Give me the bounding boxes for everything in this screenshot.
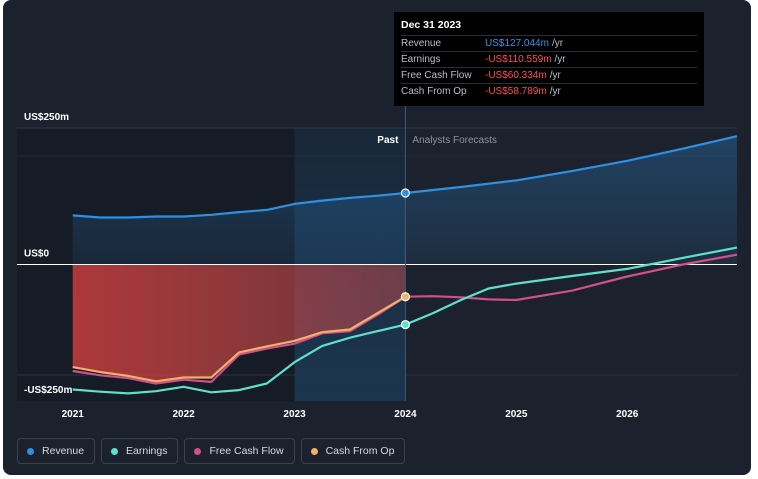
tooltip-row-revenue: Revenue US$127.044m/yr: [401, 35, 697, 52]
tooltip-row-earnings: Earnings -US$110.559m/yr: [401, 51, 697, 68]
circle-dot-icon: [310, 447, 318, 455]
past-label: Past: [377, 135, 399, 146]
tooltip-value: US$127.044m: [485, 38, 549, 49]
data-tooltip: Dec 31 2023 Revenue US$127.044m/yr Earni…: [394, 12, 704, 106]
legend-label: Revenue: [42, 445, 85, 457]
tooltip-unit: /yr: [549, 86, 561, 97]
tooltip-row-free-cash-flow: Free Cash Flow -US$60.334m/yr: [401, 67, 697, 84]
cash-from-op-marker: [400, 292, 411, 302]
tooltip-value: -US$60.334m: [485, 70, 547, 81]
forecast-label: Analysts Forecasts: [412, 135, 496, 146]
tooltip-unit: /yr: [551, 38, 564, 49]
earnings-marker: [400, 319, 411, 330]
earnings-line: [72, 246, 738, 395]
y-tick-label: US$250m: [24, 112, 69, 123]
free-cash-flow-line: [72, 253, 738, 385]
tooltip-value: -US$58.789m: [485, 86, 547, 97]
y-tick-label: US$0: [24, 249, 49, 260]
tooltip-row-cash-from-op: Cash From Op -US$58.789m/yr: [401, 83, 697, 100]
legend-label: Free Cash Flow: [209, 445, 284, 457]
legend-item-free-cash-flow[interactable]: Free Cash Flow: [184, 438, 295, 464]
x-tick-label: 2025: [505, 409, 528, 420]
x-tick-label: 2023: [283, 409, 306, 420]
tooltip-date: Dec 31 2023: [401, 19, 462, 31]
tooltip-label: Free Cash Flow: [401, 70, 472, 81]
circle-dot-icon: [111, 447, 119, 455]
legend-item-earnings[interactable]: Earnings: [101, 438, 179, 464]
circle-dot-icon: [27, 447, 34, 455]
revenue-area: [72, 136, 737, 265]
y-tick-label: -US$250m: [24, 385, 72, 396]
cash-from-op-line: [72, 295, 406, 383]
legend-item-cash-from-op[interactable]: Cash From Op: [300, 438, 406, 464]
revenue-marker: [400, 188, 411, 198]
revenue-line: [72, 135, 738, 219]
tooltip-unit: /yr: [554, 54, 566, 65]
tooltip-label: Cash From Op: [401, 86, 467, 97]
legend-label: Earnings: [126, 445, 168, 457]
tooltip-label: Earnings: [401, 54, 441, 65]
x-tick-label: 2021: [62, 409, 85, 420]
tooltip-label: Revenue: [401, 38, 442, 49]
tooltip-unit: /yr: [549, 70, 561, 81]
circle-dot-icon: [194, 447, 202, 455]
negative-area: [72, 264, 406, 382]
x-tick-label: 2026: [616, 409, 639, 420]
legend-label: Cash From Op: [325, 445, 395, 457]
legend-item-revenue[interactable]: Revenue: [17, 438, 96, 464]
chart-legend: Revenue Earnings Free Cash Flow Cash Fro…: [17, 438, 406, 464]
chart-card: US$250m US$0 -US$250m 2021 2022 2023 2024 2025 2…: [3, 0, 751, 475]
tooltip-value: -US$110.559m: [485, 54, 552, 65]
x-tick-label: 2022: [172, 409, 195, 420]
x-tick-label: 2024: [394, 409, 417, 420]
